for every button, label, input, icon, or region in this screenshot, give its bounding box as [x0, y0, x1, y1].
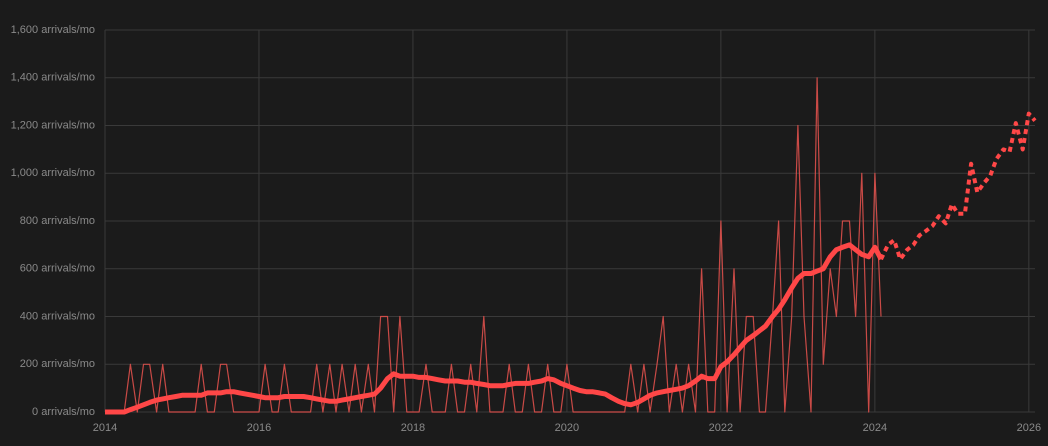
x-tick-label: 2024 [863, 422, 887, 434]
series-line [105, 77, 882, 413]
y-tick-label: 1,400 arrivals/mo [11, 72, 95, 84]
y-tick-label: 0 arrivals/mo [32, 406, 95, 418]
x-tick-label: 2018 [401, 422, 425, 434]
y-tick-label: 1,600 arrivals/mo [11, 24, 95, 36]
x-tick-label: 2022 [709, 422, 733, 434]
y-tick-label: 800 arrivals/mo [20, 215, 95, 227]
y-tick-label: 1,000 arrivals/mo [11, 167, 95, 179]
y-tick-label: 400 arrivals/mo [20, 310, 95, 322]
y-tick-label: 600 arrivals/mo [20, 263, 95, 275]
series-line [879, 111, 1037, 262]
x-tick-label: 2026 [1017, 422, 1041, 434]
y-tick-label: 200 arrivals/mo [20, 358, 95, 370]
y-tick-label: 1,200 arrivals/mo [11, 119, 95, 131]
x-tick-label: 2014 [93, 422, 117, 434]
x-tick-label: 2016 [247, 422, 271, 434]
x-tick-label: 2020 [555, 422, 579, 434]
series-line [105, 242, 884, 415]
